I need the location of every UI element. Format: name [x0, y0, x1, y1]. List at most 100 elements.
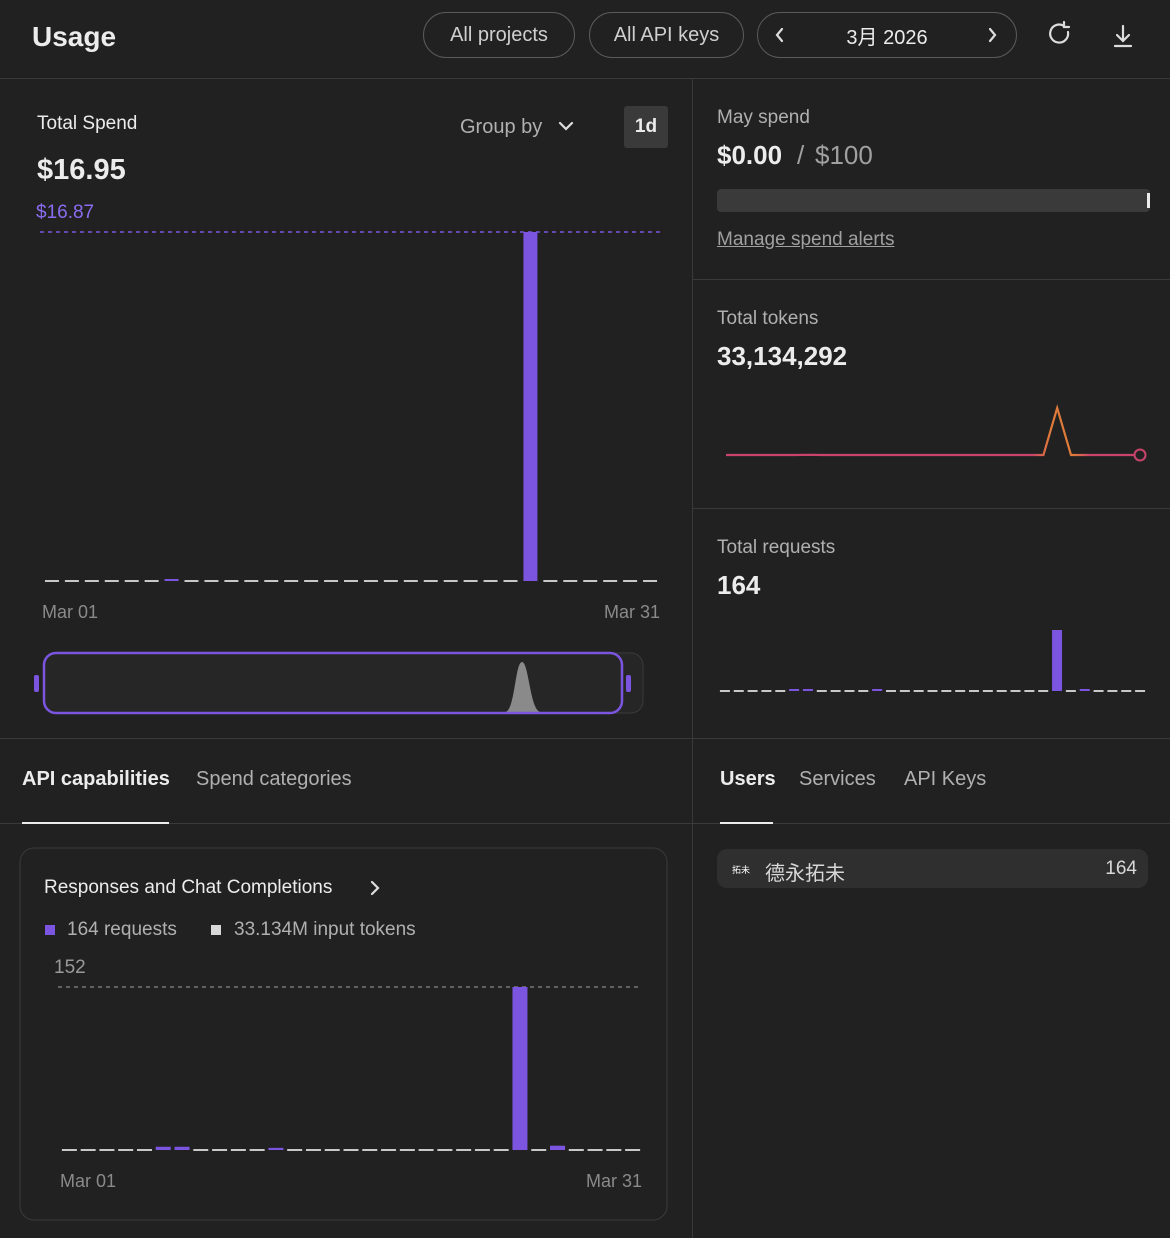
- bar: [483, 580, 498, 582]
- legend-swatch: [211, 925, 221, 935]
- bar: [118, 1149, 134, 1151]
- filter-pill[interactable]: All API keys: [589, 12, 744, 58]
- bar: [136, 1149, 152, 1151]
- bar: [982, 690, 993, 692]
- tab[interactable]: Users: [720, 768, 776, 790]
- month-picker[interactable]: 3月 2026: [757, 12, 1017, 58]
- bar: [789, 689, 800, 691]
- bar: [474, 1149, 490, 1151]
- bar: [144, 580, 159, 582]
- legend-entry: 33.134M input tokens: [234, 919, 416, 940]
- chevron-icon[interactable]: [558, 121, 574, 131]
- bar: [844, 690, 855, 692]
- card-border: [19, 847, 668, 1221]
- bar: [284, 580, 299, 582]
- bar: [99, 1149, 115, 1151]
- group-by[interactable]: Group by: [460, 116, 543, 138]
- bar: [1093, 690, 1104, 692]
- brush-handle[interactable]: [34, 675, 39, 692]
- bar: [531, 1149, 547, 1151]
- bar: [383, 580, 398, 582]
- filter-pill[interactable]: All projects: [423, 12, 575, 58]
- bar: [969, 690, 980, 692]
- bar: [858, 690, 869, 692]
- bar: [955, 690, 966, 692]
- bar: [996, 690, 1007, 692]
- bar: [899, 690, 910, 692]
- bar: [224, 580, 239, 582]
- user-count: 164: [1105, 858, 1137, 879]
- bar: [1121, 690, 1132, 692]
- x-tick-label: Mar 31: [604, 602, 660, 622]
- card-title[interactable]: Responses and Chat Completions: [44, 877, 333, 898]
- tab[interactable]: API Keys: [904, 768, 987, 790]
- bar: [816, 690, 827, 692]
- tokens-label: Total tokens: [717, 308, 819, 329]
- tab[interactable]: Services: [799, 768, 876, 790]
- brush-preview: [505, 662, 541, 712]
- bar: [212, 1149, 228, 1151]
- bar: [606, 1149, 622, 1151]
- bar: [399, 1149, 415, 1151]
- bar: [603, 580, 618, 582]
- avatar-text: 拓未: [731, 865, 750, 875]
- budget-separator: /: [797, 140, 805, 170]
- divider: [692, 78, 693, 1238]
- bar: [719, 690, 730, 692]
- bar: [523, 232, 538, 581]
- bar: [264, 580, 279, 582]
- bar: [164, 579, 179, 581]
- budget-current: $0.00: [717, 140, 783, 170]
- divider: [693, 279, 1170, 280]
- interval-button[interactable]: 1d: [624, 106, 668, 148]
- bar: [362, 1149, 378, 1151]
- spend-amount: $16.95: [37, 154, 126, 186]
- bar: [184, 580, 199, 582]
- brush-handle[interactable]: [626, 675, 631, 692]
- download-icon[interactable]: [1113, 24, 1133, 48]
- tokens-total: 33,134,292: [717, 341, 848, 371]
- bar: [830, 690, 841, 692]
- bar: [204, 580, 219, 582]
- bar: [512, 987, 528, 1150]
- tab[interactable]: API capabilities: [22, 768, 170, 790]
- divider: [0, 738, 1170, 739]
- bar: [268, 1147, 284, 1150]
- bar: [563, 580, 578, 582]
- x-tick-label: Mar 31: [586, 1171, 642, 1191]
- spend-label: Total Spend: [37, 113, 138, 134]
- bar: [324, 1149, 340, 1151]
- page-title: Usage: [32, 21, 117, 52]
- legend-swatch: [45, 925, 55, 935]
- bar: [885, 690, 896, 692]
- bar: [437, 1149, 453, 1151]
- refresh-icon[interactable]: [1049, 20, 1071, 44]
- bar: [230, 1149, 246, 1151]
- spend-alerts-link[interactable]: Manage spend alerts: [717, 229, 895, 250]
- bar: [104, 580, 119, 582]
- bar: [543, 580, 558, 582]
- bar: [343, 1149, 359, 1151]
- bar: [1065, 690, 1076, 692]
- bar: [423, 580, 438, 582]
- bar: [463, 580, 478, 582]
- brush-track: [43, 652, 644, 714]
- bar: [84, 580, 99, 582]
- chevron-icon[interactable]: [370, 880, 380, 896]
- tab-indicator: [720, 822, 773, 824]
- bar: [775, 690, 786, 692]
- brush-window[interactable]: [42, 651, 624, 715]
- user-row[interactable]: [717, 849, 1148, 888]
- bar: [802, 689, 813, 691]
- user-name: 德永拓未: [765, 863, 845, 885]
- bar: [1024, 690, 1035, 692]
- requests-label: Total requests: [717, 537, 836, 558]
- legend-entry: 164 requests: [67, 919, 177, 940]
- bar: [733, 690, 744, 692]
- bar: [344, 580, 358, 582]
- bar: [124, 580, 139, 582]
- bar: [643, 580, 658, 582]
- tab[interactable]: Spend categories: [196, 768, 352, 790]
- bar: [623, 580, 638, 582]
